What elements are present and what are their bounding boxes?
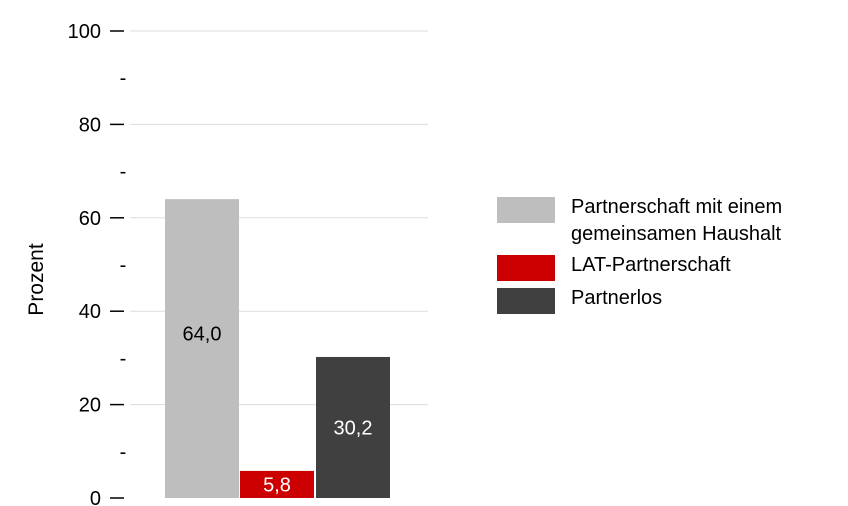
bar xyxy=(240,470,314,498)
y-minor-tick-label: - xyxy=(120,68,127,90)
y-minor-tick-label: - xyxy=(120,161,127,183)
legend-label: LAT-Partnerschaft xyxy=(571,254,731,276)
y-tick-label: 80 xyxy=(79,114,101,136)
legend-swatch xyxy=(497,255,555,281)
legend: Partnerschaft mit einem gemeinsamen Haus… xyxy=(497,194,842,318)
legend-swatch xyxy=(497,197,555,223)
data-label: 5,8 xyxy=(263,474,291,496)
y-tick-label: 20 xyxy=(79,395,101,417)
bar xyxy=(165,199,239,498)
legend-swatch xyxy=(497,288,555,314)
legend-item: LAT-Partnerschaft xyxy=(497,252,842,281)
y-tick-label: 60 xyxy=(79,208,101,230)
y-minor-tick-label: - xyxy=(120,441,127,463)
y-tick-label: 0 xyxy=(90,488,101,506)
legend-label: Partnerlos xyxy=(571,287,663,309)
y-tick-label: 40 xyxy=(79,301,101,323)
bar xyxy=(316,356,390,498)
legend-item: Partnerschaft mit einem gemeinsamen Haus… xyxy=(497,194,842,248)
data-label: 64,0 xyxy=(183,324,222,346)
y-axis-label: Prozent xyxy=(25,243,48,316)
y-minor-tick-label: - xyxy=(120,348,127,370)
y-minor-tick-label: - xyxy=(120,255,127,277)
legend-label: Partnerschaft mit einem gemeinsamen Haus… xyxy=(571,196,783,245)
legend-item: Partnerlos xyxy=(497,285,842,314)
y-tick-label: 100 xyxy=(68,21,101,43)
data-label: 30,2 xyxy=(334,417,373,439)
